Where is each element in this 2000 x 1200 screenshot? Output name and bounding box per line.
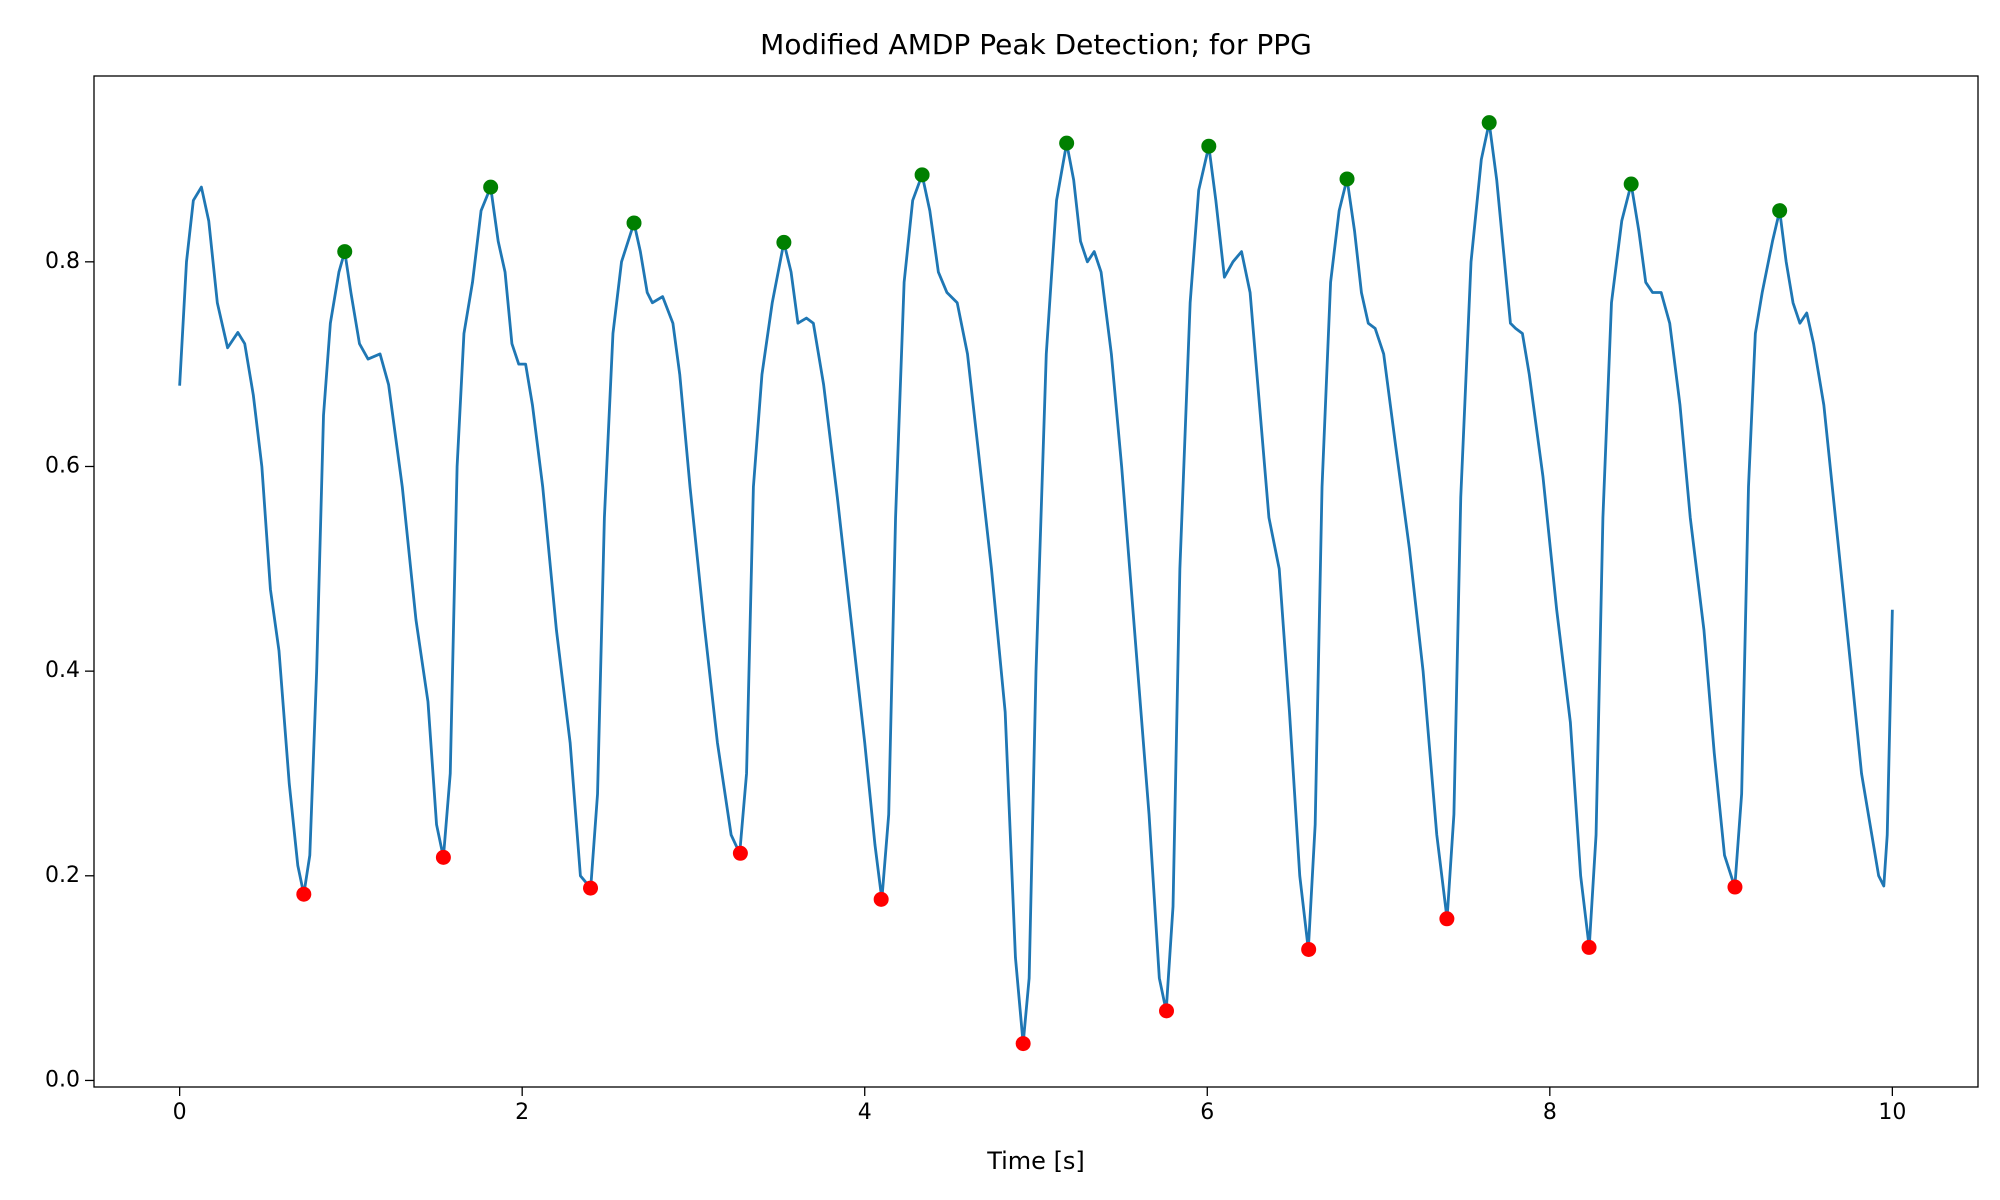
marker [296, 886, 312, 902]
x-tick-label: 8 [1543, 1100, 1557, 1125]
marker [1339, 171, 1355, 187]
x-axis-label: Time [s] [986, 1147, 1085, 1175]
y-tick-label: 0.2 [45, 863, 80, 888]
y-tick-label: 0.4 [45, 658, 80, 683]
marker [873, 891, 889, 907]
x-tick-label: 6 [1200, 1100, 1214, 1125]
marker [1201, 138, 1217, 154]
x-tick-label: 10 [1878, 1100, 1906, 1125]
marker [1439, 911, 1455, 927]
x-tick-label: 0 [173, 1100, 187, 1125]
x-tick-label: 4 [858, 1100, 872, 1125]
marker [435, 849, 451, 865]
marker [1581, 939, 1597, 955]
y-tick-label: 0.6 [45, 453, 80, 478]
marker [1159, 1003, 1175, 1019]
marker [1015, 1036, 1031, 1052]
plot-frame [93, 75, 1979, 1088]
marker [1301, 941, 1317, 957]
marker [626, 215, 642, 231]
marker [1059, 135, 1075, 151]
x-tick-label: 2 [515, 1100, 529, 1125]
marker [1772, 203, 1788, 219]
chart-title: Modified AMDP Peak Detection; for PPG [760, 28, 1312, 61]
marker [776, 234, 792, 250]
y-tick-label: 0.8 [45, 249, 80, 274]
marker [583, 880, 599, 896]
data-line [178, 121, 1894, 1046]
marker [914, 167, 930, 183]
marker [483, 179, 499, 195]
y-tick-label: 0.0 [45, 1067, 80, 1092]
marker [1481, 115, 1497, 131]
marker [1727, 879, 1743, 895]
marker [732, 845, 748, 861]
marker [337, 244, 353, 260]
marker [1623, 176, 1639, 192]
